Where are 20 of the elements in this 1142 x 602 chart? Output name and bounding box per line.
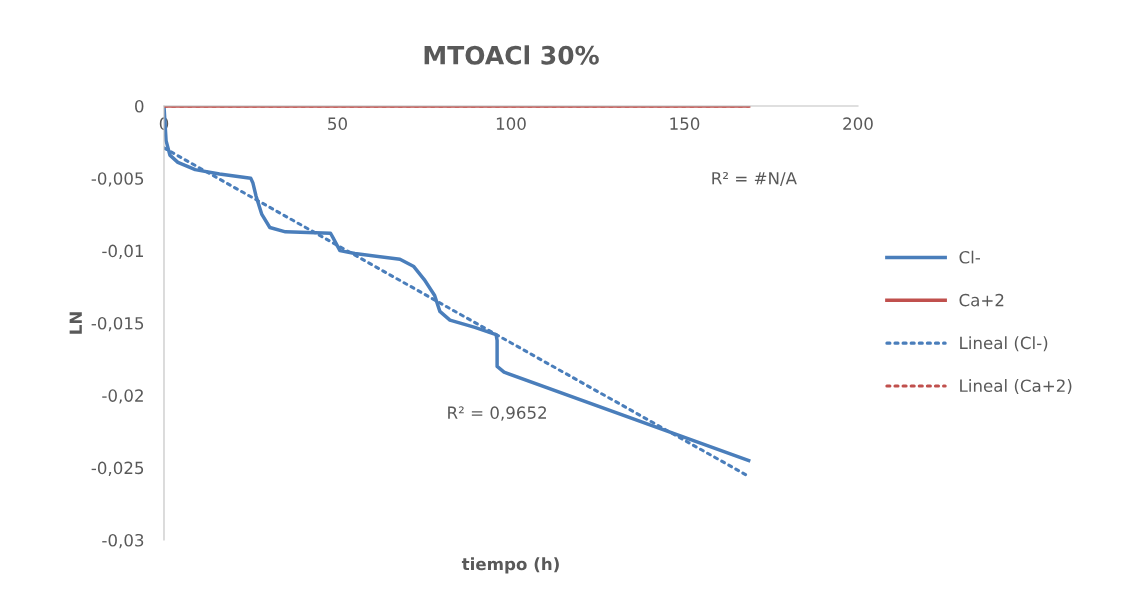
x-tick-label: 50 xyxy=(328,117,347,130)
legend-label: Lineal (Cl-) xyxy=(960,336,1048,352)
x-tick-label: 100 xyxy=(496,117,526,130)
y-tick-label: -0,01 xyxy=(102,244,144,259)
x-tick-label: 200 xyxy=(843,117,873,130)
y-tick-label: -0,03 xyxy=(102,533,144,549)
y-tick-label: -0,005 xyxy=(91,172,144,187)
legend-label: Lineal (Ca+2) xyxy=(960,379,1072,394)
annotation: R² = #N/A xyxy=(712,171,797,186)
x-tick-label: 150 xyxy=(670,117,700,130)
y-tick-label: -0,025 xyxy=(91,461,144,476)
legend-label: Ca+2 xyxy=(959,293,1004,307)
y-tick-label: -0,02 xyxy=(102,389,143,404)
chart-title: MTOACl 30% xyxy=(424,45,599,65)
x-axis-title: tiempo (h) xyxy=(461,557,559,574)
legend-label: Cl- xyxy=(959,250,980,264)
annotation: R² = 0,9652 xyxy=(448,406,547,421)
y-axis-title: LN xyxy=(69,312,82,334)
y-tick-label: 0 xyxy=(135,99,144,113)
y-tick-label: -0,015 xyxy=(91,316,144,332)
